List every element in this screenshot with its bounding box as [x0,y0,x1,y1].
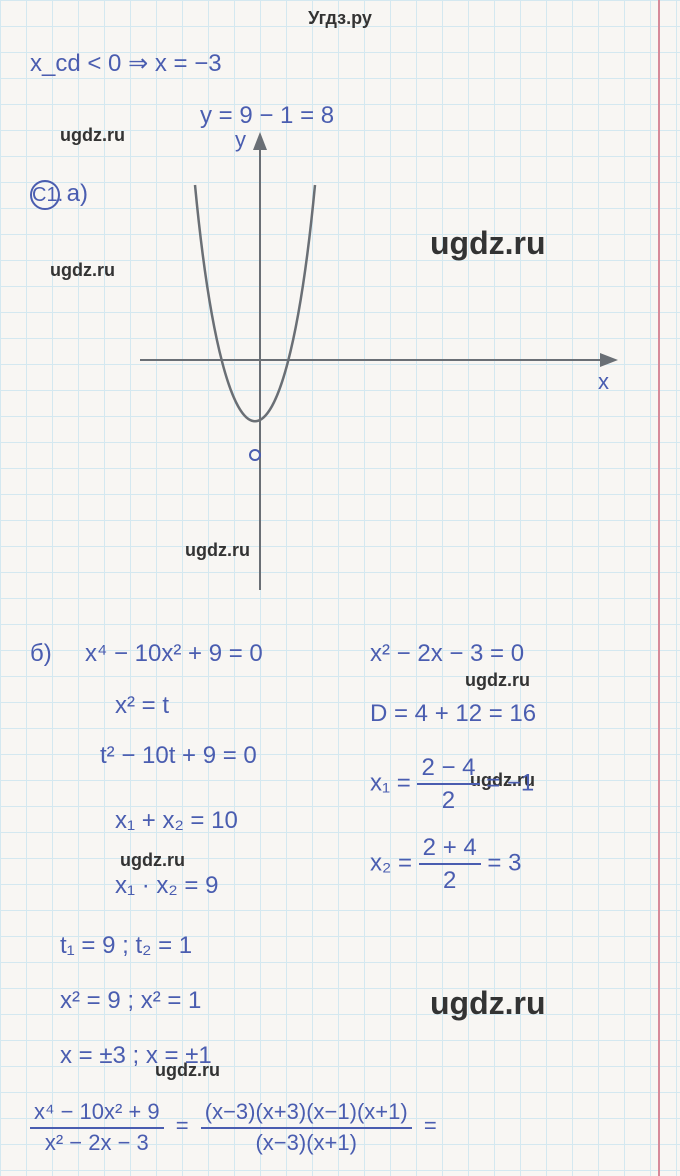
graph-area: y x [140,130,620,600]
problem-c1: C1. a) [30,178,88,210]
eq-final: x⁴ − 10x² + 9 x² − 2x − 3 = (x−3)(x+3)(x… [30,1098,443,1157]
watermark: ugdz.ru [50,260,115,281]
vertex-point [250,450,260,460]
eq-b2: x² = t [115,690,169,721]
final-frac-right: (x−3)(x+3)(x−1)(x+1) (x−3)(x+1) [201,1098,412,1157]
expr-xcd: x_cd < 0 ⇒ x = −3 [30,48,222,79]
r4-lhs: x₂ = [370,850,412,877]
eq-b5: x₁ · x₂ = 9 [115,870,218,901]
c1-badge: C1. [30,180,60,210]
parabola-curve [195,185,315,421]
r3-lhs: x₁ = [370,770,411,797]
eq-b8: x = ±3 ; x = ±1 [60,1040,212,1071]
eq-b1: x⁴ − 10x² + 9 = 0 [85,638,263,669]
expr-y: y = 9 − 1 = 8 [200,100,334,131]
graph-svg [140,130,620,600]
c1-part-a: a) [67,180,88,207]
x-axis-arrow [600,353,618,367]
r4-frac: 2 + 4 2 [419,832,481,896]
x-axis-label: x [598,368,609,397]
r3-rhs: = −1 [486,770,534,797]
r4-rhs: = 3 [487,850,521,877]
final-eq2: = [418,1113,443,1138]
final-num-r: (x−3)(x+3)(x−1)(x+1) [201,1098,412,1129]
eq-r2: D = 4 + 12 = 16 [370,698,536,729]
watermark: ugdz.ru [60,125,125,146]
site-header: Угдз.ру [0,8,680,29]
watermark: ugdz.ru [465,670,530,691]
final-eq: = [170,1113,195,1138]
y-axis-arrow [253,132,267,150]
watermark: ugdz.ru [120,850,185,871]
r3-num: 2 − 4 [417,752,479,785]
eq-r1: x² − 2x − 3 = 0 [370,638,524,669]
y-axis-label: y [235,126,246,155]
final-den-r: (x−3)(x+1) [201,1129,412,1158]
final-den-l: x² − 2x − 3 [30,1129,164,1158]
eq-r4: x₂ = 2 + 4 2 = 3 [370,832,521,896]
final-frac-left: x⁴ − 10x² + 9 x² − 2x − 3 [30,1098,164,1157]
eq-b7: x² = 9 ; x² = 1 [60,985,201,1016]
margin-line [658,0,660,1176]
r3-frac: 2 − 4 2 [417,752,479,816]
eq-b6: t₁ = 9 ; t₂ = 1 [60,930,192,961]
eq-b4: x₁ + x₂ = 10 [115,805,238,836]
r4-den: 2 [419,865,481,896]
r3-den: 2 [417,785,479,816]
eq-r3: x₁ = 2 − 4 2 = −1 [370,752,534,816]
r4-num: 2 + 4 [419,832,481,865]
final-num-l: x⁴ − 10x² + 9 [30,1098,164,1129]
watermark: ugdz.ru [430,985,546,1022]
eq-b3: t² − 10t + 9 = 0 [100,740,257,771]
part-b-label: б) [30,638,52,669]
